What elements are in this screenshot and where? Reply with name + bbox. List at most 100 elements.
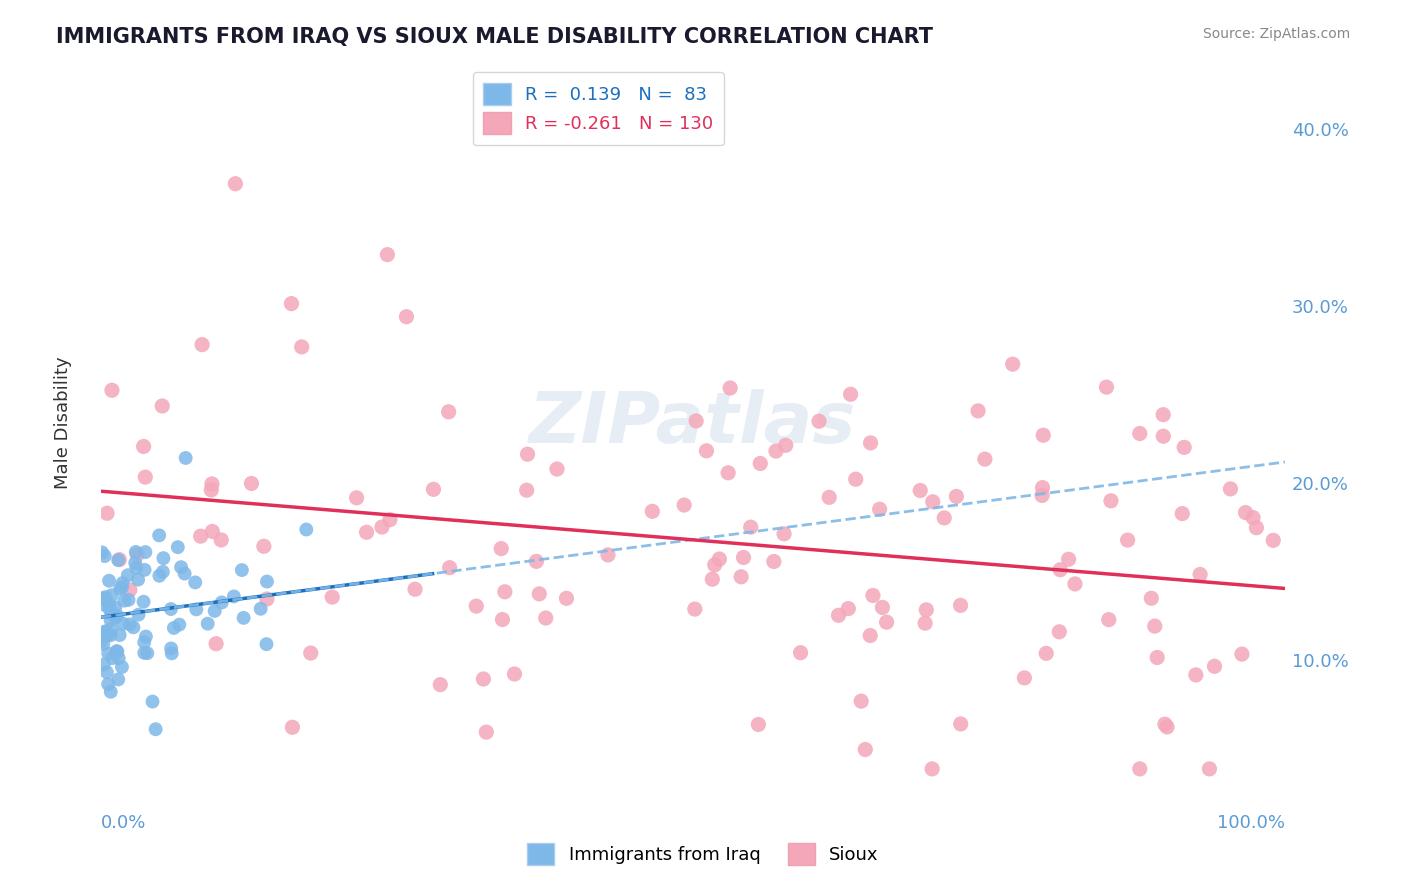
Point — [1031, 488, 1053, 502]
Point — [160, 641, 183, 656]
Point — [529, 587, 551, 601]
Point — [163, 621, 186, 635]
Text: ZIPatlas: ZIPatlas — [529, 389, 856, 458]
Point — [105, 644, 128, 658]
Point — [111, 576, 134, 591]
Point — [733, 550, 755, 565]
Point — [702, 572, 724, 586]
Point — [100, 622, 122, 636]
Point — [104, 600, 127, 615]
Point — [134, 563, 156, 577]
Point — [190, 529, 212, 543]
Point — [921, 762, 943, 776]
Point — [1241, 510, 1264, 524]
Point — [107, 673, 129, 687]
Point — [1057, 552, 1080, 566]
Point — [1154, 717, 1177, 731]
Point — [1156, 720, 1178, 734]
Text: 0.0%: 0.0% — [101, 814, 146, 832]
Point — [97, 677, 120, 691]
Point — [1095, 380, 1118, 394]
Point — [125, 561, 148, 575]
Point — [100, 628, 122, 642]
Point — [472, 672, 495, 686]
Point — [100, 613, 122, 627]
Point — [1230, 647, 1253, 661]
Point — [100, 588, 122, 602]
Point — [117, 592, 139, 607]
Point — [683, 602, 706, 616]
Point — [967, 404, 990, 418]
Point — [231, 563, 253, 577]
Point — [915, 603, 938, 617]
Point — [107, 645, 129, 659]
Point — [945, 490, 967, 504]
Point — [859, 628, 882, 642]
Point — [439, 560, 461, 574]
Point — [118, 617, 141, 632]
Point — [1189, 567, 1212, 582]
Point — [876, 615, 898, 629]
Point — [1263, 533, 1285, 548]
Point — [765, 444, 787, 458]
Point — [200, 483, 222, 497]
Point — [862, 589, 884, 603]
Point — [949, 717, 972, 731]
Point — [641, 504, 664, 518]
Point — [837, 601, 859, 615]
Point — [859, 436, 882, 450]
Point — [1152, 429, 1174, 443]
Point — [256, 637, 278, 651]
Point — [173, 566, 195, 581]
Point — [100, 607, 122, 621]
Point — [91, 637, 114, 651]
Point — [1098, 613, 1121, 627]
Text: 30.0%: 30.0% — [1292, 299, 1348, 317]
Point — [1047, 624, 1070, 639]
Point — [97, 647, 120, 661]
Point — [717, 466, 740, 480]
Point — [148, 568, 170, 582]
Point — [1049, 563, 1071, 577]
Point — [152, 551, 174, 566]
Point — [94, 624, 117, 639]
Point — [132, 440, 155, 454]
Point — [808, 414, 831, 428]
Point — [346, 491, 368, 505]
Point — [107, 651, 129, 665]
Point — [169, 617, 191, 632]
Point — [105, 608, 128, 623]
Point — [546, 462, 568, 476]
Point — [934, 511, 956, 525]
Point — [134, 646, 156, 660]
Point — [125, 545, 148, 559]
Point — [321, 590, 343, 604]
Point — [256, 574, 278, 589]
Point — [108, 628, 131, 642]
Point — [685, 414, 707, 428]
Point — [1129, 426, 1152, 441]
Point — [201, 524, 224, 539]
Point — [378, 513, 401, 527]
Point — [789, 646, 811, 660]
Point — [596, 548, 619, 562]
Point — [1185, 668, 1208, 682]
Point — [136, 646, 159, 660]
Point — [1001, 357, 1024, 371]
Point — [197, 616, 219, 631]
Point — [555, 591, 578, 606]
Point — [93, 625, 115, 640]
Point — [437, 405, 460, 419]
Point — [204, 604, 226, 618]
Point — [211, 595, 233, 609]
Point — [222, 590, 245, 604]
Point — [108, 582, 131, 596]
Point — [98, 598, 121, 612]
Point — [98, 574, 121, 588]
Legend: Immigrants from Iraq, Sioux: Immigrants from Iraq, Sioux — [519, 834, 887, 874]
Point — [108, 552, 131, 566]
Point — [869, 502, 891, 516]
Point — [91, 591, 114, 606]
Point — [695, 443, 717, 458]
Point — [1143, 619, 1166, 633]
